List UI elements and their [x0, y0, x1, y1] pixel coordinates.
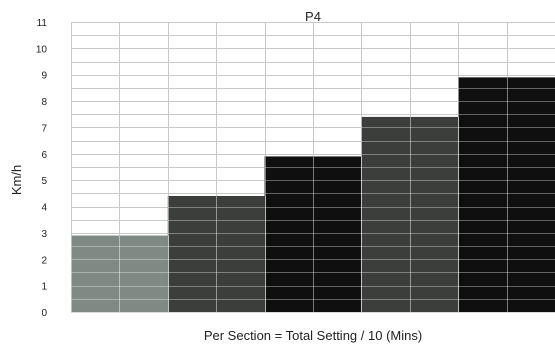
y-tick-label: 4	[41, 203, 47, 214]
y-tick-label: 0	[41, 308, 47, 319]
bar-2	[167, 196, 265, 312]
bar-overlay-grid	[71, 77, 555, 313]
y-tick-label: 6	[41, 150, 47, 161]
x-axis-label: Per Section = Total Setting / 10 (Mins)	[204, 328, 422, 343]
y-tick-label: 8	[41, 97, 47, 108]
y-axis-label: Km/h	[9, 165, 24, 195]
y-tick-label: 10	[36, 44, 48, 55]
y-tick-label: 11	[37, 18, 48, 29]
y-tick-label: 3	[41, 229, 47, 240]
y-tick-labels: 0 1 2 3 4 5 6 7 8 9 10 11	[36, 18, 48, 319]
y-tick-label: 1	[41, 282, 47, 293]
y-tick-label: 5	[41, 176, 47, 187]
bar-5	[458, 77, 555, 312]
y-tick-label: 9	[41, 71, 47, 82]
chart-title: P4	[305, 9, 321, 24]
bar-4	[361, 116, 459, 312]
y-tick-label: 7	[41, 123, 47, 134]
bar-1	[71, 235, 168, 312]
bar-3	[264, 156, 362, 312]
bars	[71, 77, 555, 312]
y-tick-label: 2	[41, 255, 47, 266]
